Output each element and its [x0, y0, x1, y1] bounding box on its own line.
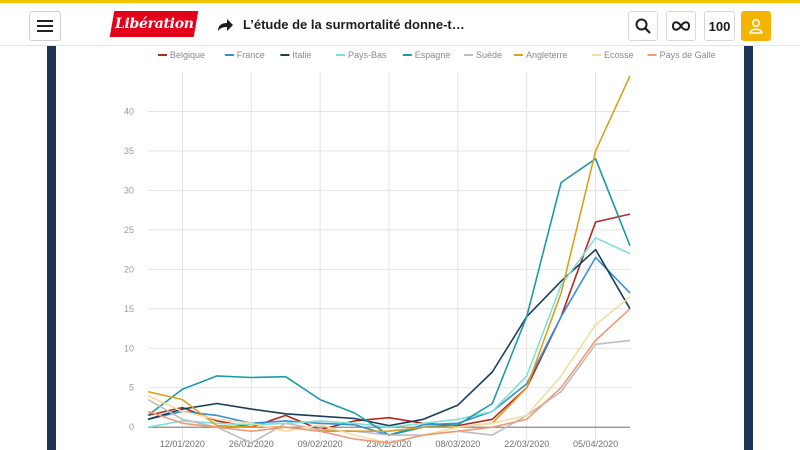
x-tick-label: 09/02/2020 — [298, 439, 343, 449]
frame-border-right — [744, 46, 753, 450]
y-tick-label: 0 — [129, 422, 134, 432]
legend-label: Suède — [476, 50, 502, 60]
x-tick-label: 12/01/2020 — [160, 439, 205, 449]
x-tick-label: 08/03/2020 — [435, 439, 480, 449]
y-tick-label: 30 — [124, 185, 134, 195]
x-tick-label: 23/02/2020 — [366, 439, 411, 449]
y-tick-label: 25 — [124, 225, 134, 235]
x-tick-label: 05/04/2020 — [573, 439, 618, 449]
infinity-button[interactable] — [666, 11, 696, 41]
legend-label: Ecosse — [604, 50, 634, 60]
count-button[interactable]: 100 — [704, 11, 735, 41]
y-tick-label: 35 — [124, 146, 134, 156]
y-tick-label: 5 — [129, 383, 134, 393]
infinity-icon — [671, 21, 691, 31]
share-arrow-icon[interactable] — [216, 17, 234, 33]
top-bar: Libération L’étude de la surmortalité do… — [0, 0, 800, 46]
series-line — [147, 237, 631, 429]
y-tick-label: 15 — [124, 304, 134, 314]
series-line — [147, 75, 631, 433]
legend-label: France — [237, 50, 265, 60]
logo-text: Libération — [114, 16, 194, 32]
x-tick-label: 26/01/2020 — [229, 439, 274, 449]
line-chart: 12/01/2020 26/01/2020 09/02/2020 23/02/2020… — [124, 50, 716, 449]
series-line — [147, 308, 631, 444]
search-icon — [635, 18, 651, 34]
article-title[interactable]: L’étude de la surmortalité donne-t… — [243, 17, 465, 32]
legend-label: Belgique — [170, 50, 205, 60]
legend-label: Pays-Bas — [348, 50, 387, 60]
y-tick-label: 20 — [124, 264, 134, 274]
legend-label: Espagne — [415, 50, 451, 60]
menu-button[interactable] — [29, 11, 61, 41]
legend-label: Italie — [292, 50, 311, 60]
legend-label: Pays de Galle — [660, 50, 716, 60]
series-line — [147, 339, 631, 444]
series-line — [147, 248, 631, 427]
frame-border-left — [47, 46, 56, 450]
legend-label: Angleterre — [526, 50, 568, 60]
liberation-logo[interactable]: Libération — [109, 11, 199, 37]
account-button[interactable] — [741, 11, 771, 41]
search-button[interactable] — [628, 11, 658, 41]
y-tick-label: 10 — [124, 343, 134, 353]
y-tick-label: 40 — [124, 106, 134, 116]
user-icon — [749, 18, 763, 34]
x-tick-label: 22/03/2020 — [504, 439, 549, 449]
